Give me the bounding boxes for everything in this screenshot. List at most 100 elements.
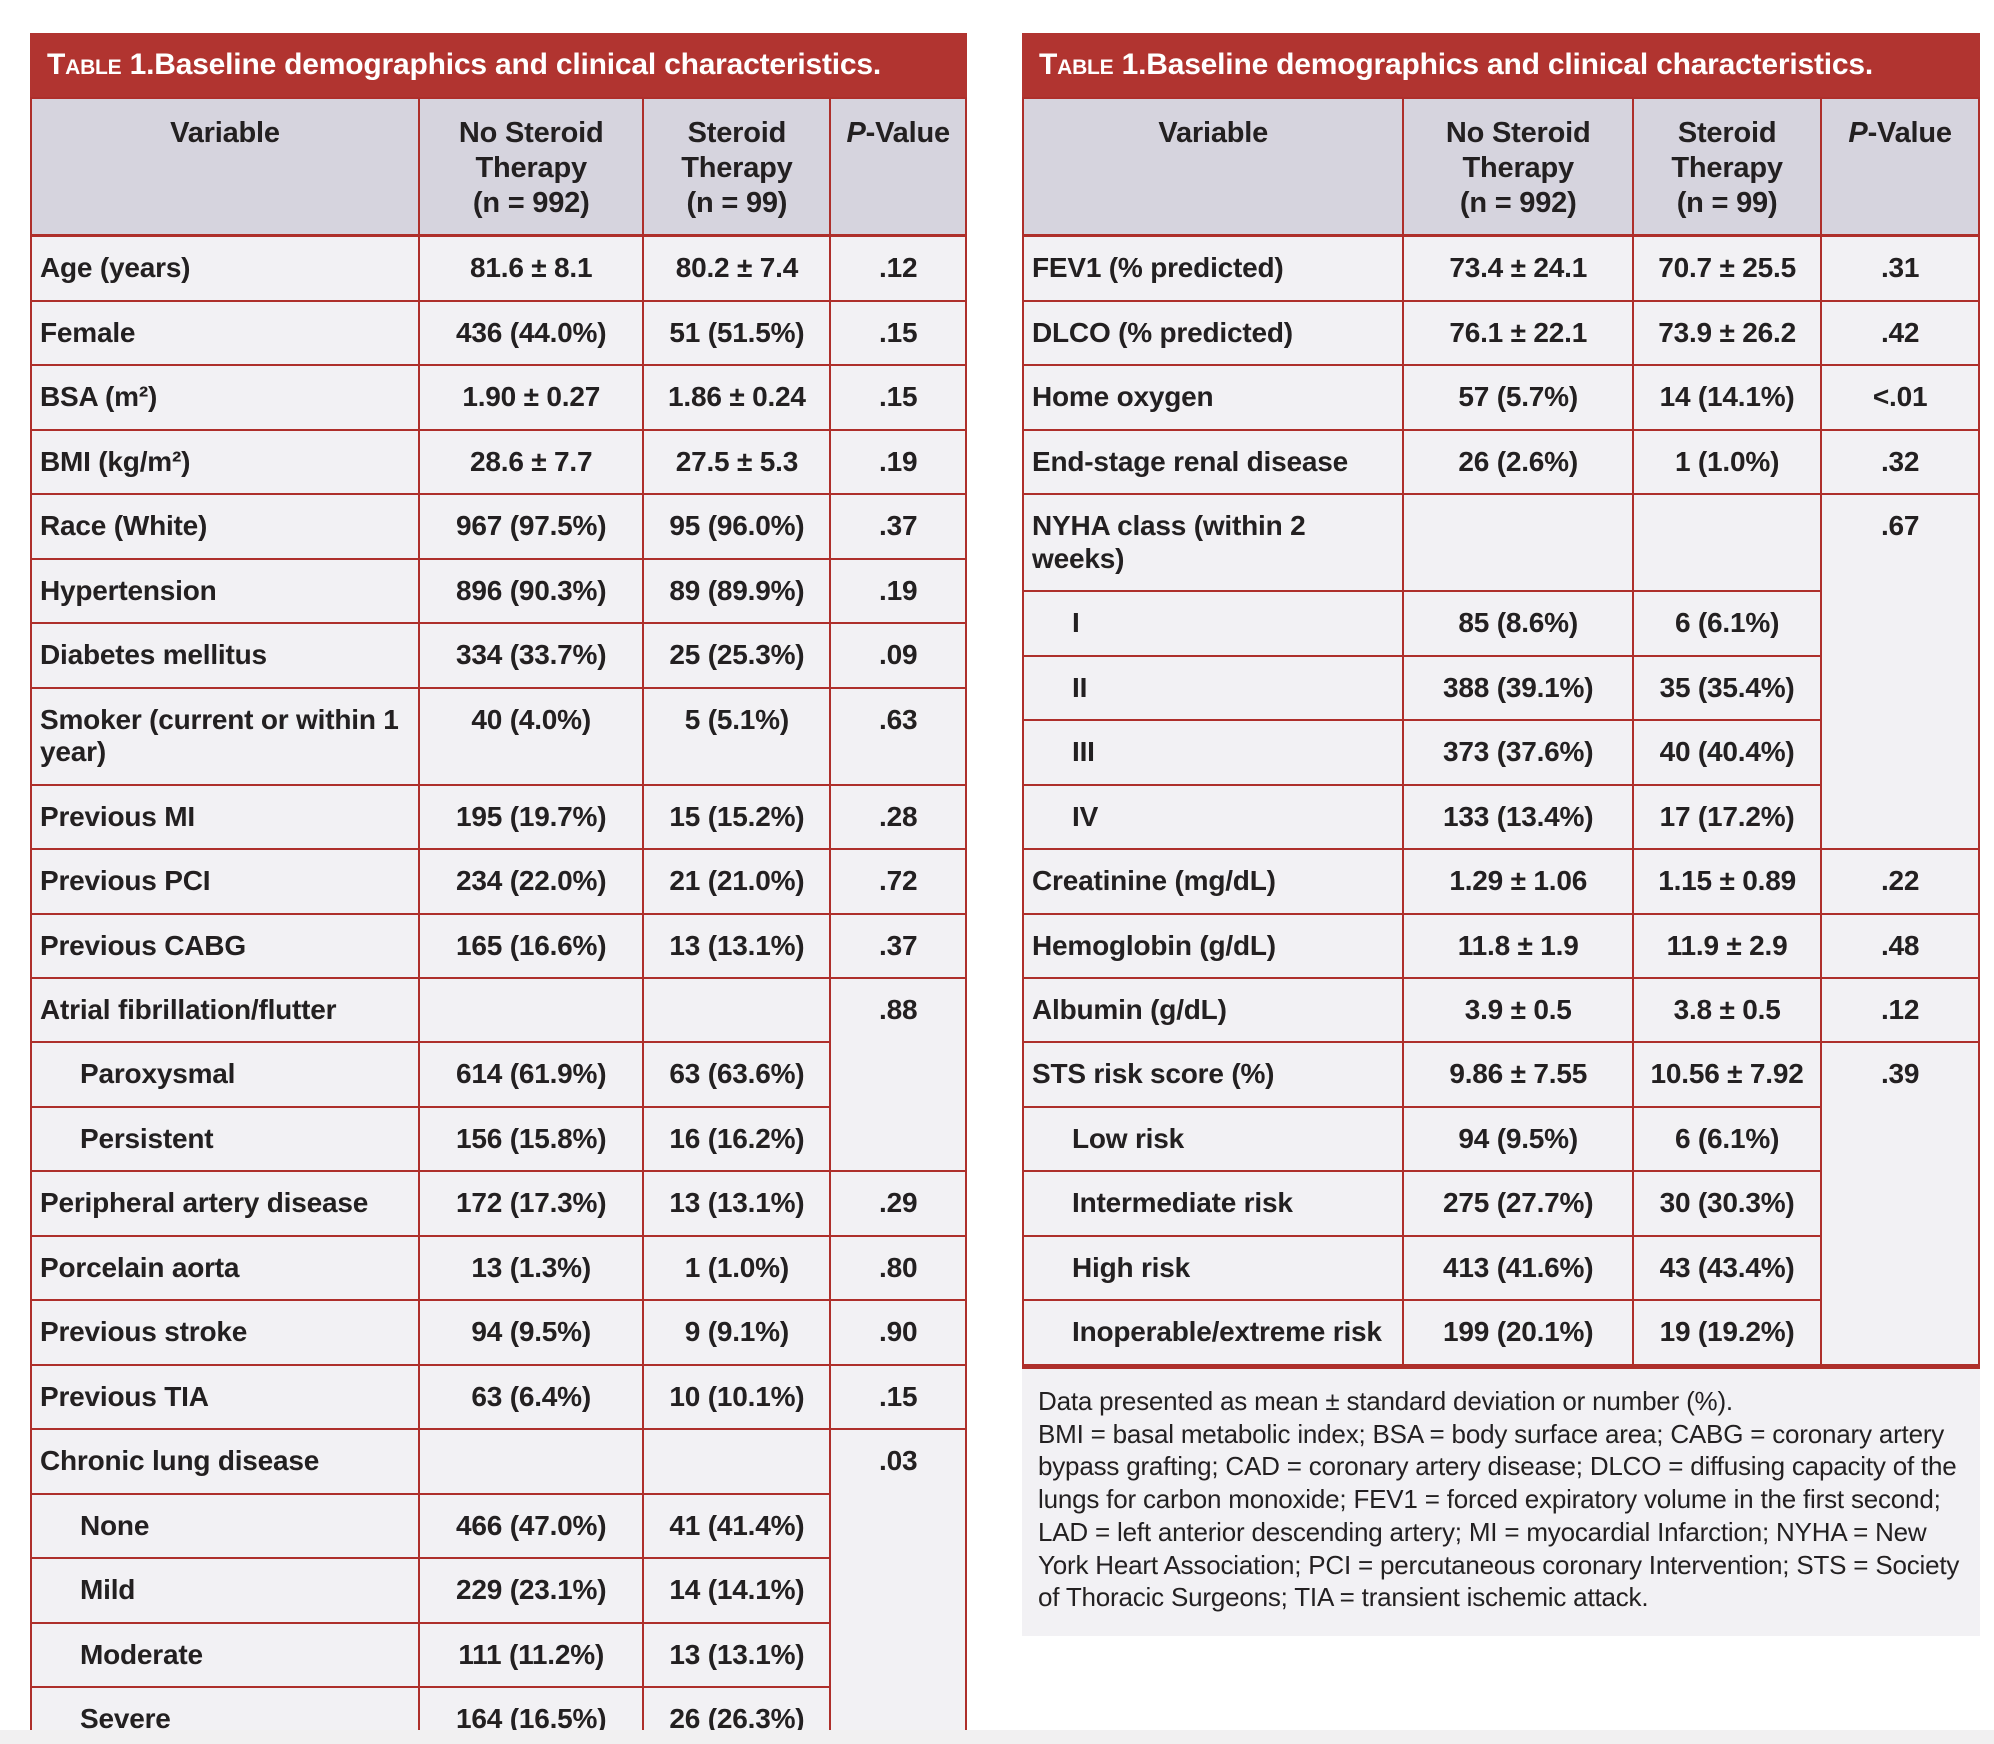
value-no-steroid: 11.8 ± 1.9 — [1402, 912, 1634, 980]
value-no-steroid: 156 (15.8%) — [418, 1105, 645, 1173]
p-value: .48 — [1820, 912, 1980, 980]
row-label: II — [1021, 654, 1405, 722]
value-no-steroid: 94 (9.5%) — [1402, 1105, 1634, 1173]
table-row: Severe 164 (16.5%) 26 (26.3%) — [29, 1686, 966, 1744]
table-row: Peripheral artery disease 172 (17.3%) 13 (… — [29, 1170, 967, 1237]
row-label: Inoperable/extreme risk — [1021, 1299, 1405, 1368]
value-steroid: 89 (89.9%) — [642, 557, 832, 625]
value-no-steroid: 614 (61.9%) — [418, 1041, 645, 1108]
table-row: Previous PCI 234 (22.0%) 21 (21.0%) .72 — [29, 848, 967, 915]
table-row: Atrial fibrillation/flutter .88 — [29, 977, 967, 1173]
value-steroid: 9 (9.1%) — [642, 1299, 832, 1366]
table-head: Variable No Steroid Therapy (n = 992) St… — [1021, 97, 1980, 238]
value-steroid: 13 (13.1%) — [642, 912, 832, 980]
value-steroid: 80.2 ± 7.4 — [642, 234, 832, 302]
p-value: .12 — [1820, 977, 1980, 1044]
value-no-steroid: 3.9 ± 0.5 — [1402, 977, 1634, 1044]
p-value: .72 — [829, 848, 967, 915]
table-row: Hypertension 896 (90.3%) 89 (89.9%) .19 — [29, 557, 967, 625]
value-no-steroid: 466 (47.0%) — [418, 1492, 645, 1560]
p-value: .37 — [829, 493, 967, 560]
col-header-variable: Variable — [1021, 97, 1405, 238]
value-steroid: 1.86 ± 0.24 — [642, 364, 832, 431]
p-value: .22 — [1820, 848, 1980, 915]
header-row: Variable No Steroid Therapy (n = 992) St… — [1021, 97, 1980, 238]
col-header-steroid: Steroid Therapy (n = 99) — [1631, 97, 1823, 238]
value-steroid: 51 (51.5%) — [642, 299, 832, 367]
value-no-steroid: 1.29 ± 1.06 — [1402, 848, 1634, 915]
baseline-table-right: Table 1. Baseline demographics and clini… — [1021, 33, 1980, 1637]
value-no-steroid: 28.6 ± 7.7 — [418, 428, 645, 496]
value-steroid: 1.15 ± 0.89 — [1631, 848, 1823, 915]
header-row: Variable No Steroid Therapy (n = 992) St… — [29, 97, 967, 238]
table-row: Race (White) 967 (97.5%) 95 (96.0%) .37 — [29, 493, 967, 560]
table-footnote: Data presented as mean ± standard deviat… — [1022, 1368, 1980, 1637]
p-value: .15 — [829, 364, 967, 431]
value-steroid: 25 (25.3%) — [642, 622, 832, 689]
value-no-steroid: 195 (19.7%) — [418, 783, 645, 851]
table-row: Previous CABG 165 (16.6%) 13 (13.1%) .37 — [29, 912, 967, 980]
p-value: .88 — [829, 977, 967, 1173]
table-title: Baseline demographics and clinical chara… — [154, 48, 882, 81]
row-label: Albumin (g/dL) — [1021, 977, 1405, 1044]
value-no-steroid: 373 (37.6%) — [1402, 719, 1634, 786]
table-row: Intermediate risk 275 (27.7%) 30 (30.3%) — [1021, 1170, 1979, 1237]
p-value: .28 — [829, 783, 967, 851]
value-no-steroid: 85 (8.6%) — [1402, 590, 1634, 657]
value-no-steroid: 76.1 ± 22.1 — [1402, 299, 1634, 367]
table-row: Low risk 94 (9.5%) 6 (6.1%) — [1021, 1105, 1979, 1173]
p-value: .39 — [1820, 1041, 1980, 1368]
value-no-steroid: 234 (22.0%) — [418, 848, 645, 915]
row-label: BSA (m²) — [29, 364, 421, 431]
row-label: Atrial fibrillation/flutter — [29, 977, 421, 1044]
value-no-steroid: 413 (41.6%) — [1402, 1234, 1634, 1302]
row-label: Female — [29, 299, 421, 367]
value-no-steroid: 1.90 ± 0.27 — [418, 364, 645, 431]
value-steroid: 6 (6.1%) — [1631, 590, 1823, 657]
table-row: BMI (kg/m²) 28.6 ± 7.7 27.5 ± 5.3.19 — [29, 428, 967, 496]
row-label: Moderate — [29, 1621, 421, 1689]
row-label: Creatinine (mg/dL) — [1021, 848, 1405, 915]
table-row: Hemoglobin (g/dL) 11.8 ± 1.9 11.9 ± 2.9.48 — [1021, 912, 1980, 980]
table-row: Moderate 111 (11.2%) 13 (13.1%) — [29, 1621, 966, 1689]
p-value: <.01 — [1820, 364, 1980, 431]
value-no-steroid: 111 (11.2%) — [418, 1621, 645, 1689]
value-steroid: 35 (35.4%) — [1631, 654, 1823, 722]
value-no-steroid: 73.4 ± 24.1 — [1402, 234, 1634, 302]
value-steroid: 14 (14.1%) — [642, 1557, 832, 1624]
value-no-steroid: 896 (90.3%) — [418, 557, 645, 625]
value-steroid: 19 (19.2%) — [1631, 1299, 1823, 1368]
col-header-variable: Variable — [29, 97, 421, 238]
p-value: .42 — [1820, 299, 1980, 367]
table-row: End-stage renal disease 26 (2.6%) 1 (1.0%)… — [1021, 428, 1980, 496]
row-label: IV — [1021, 783, 1405, 851]
value-steroid: 40 (40.4%) — [1631, 719, 1823, 786]
col-header-no-steroid: No Steroid Therapy (n = 992) — [418, 97, 645, 238]
row-label: NYHA class (within 2 weeks) — [1021, 493, 1405, 593]
row-label: Paroxysmal — [29, 1041, 421, 1108]
value-no-steroid: 334 (33.7%) — [418, 622, 645, 689]
row-label: III — [1021, 719, 1405, 786]
p-value: .67 — [1820, 493, 1980, 851]
table-row: FEV1 (% predicted) 73.4 ± 24.1 70.7 ± 25.5… — [1021, 234, 1980, 302]
table-number: Table 1. — [1039, 48, 1147, 81]
row-label: Diabetes mellitus — [29, 622, 421, 689]
row-label: Peripheral artery disease — [29, 1170, 421, 1237]
table-row: Porcelain aorta 13 (1.3%) 1 (1.0%) .80 — [29, 1234, 967, 1302]
value-no-steroid: 199 (20.1%) — [1402, 1299, 1634, 1368]
value-no-steroid: 57 (5.7%) — [1402, 364, 1634, 431]
value-steroid: 95 (96.0%) — [642, 493, 832, 560]
value-no-steroid: 967 (97.5%) — [418, 493, 645, 560]
table-body: FEV1 (% predicted) 73.4 ± 24.1 70.7 ± 25.5… — [1021, 234, 1980, 1368]
value-steroid: 10.56 ± 7.92 — [1631, 1041, 1823, 1108]
p-value: .90 — [829, 1299, 967, 1366]
value-no-steroid: 63 (6.4%) — [418, 1363, 645, 1431]
value-steroid — [642, 1428, 832, 1495]
value-steroid: 43 (43.4%) — [1631, 1234, 1823, 1302]
row-label: Mild — [29, 1557, 421, 1624]
value-no-steroid: 81.6 ± 8.1 — [418, 234, 645, 302]
bottom-strip — [0, 1730, 1994, 1744]
table-row: III 373 (37.6%) 40 (40.4%) — [1021, 719, 1979, 786]
p-value: .12 — [829, 234, 967, 302]
baseline-table-left: Table 1. Baseline demographics and clini… — [29, 33, 967, 1744]
